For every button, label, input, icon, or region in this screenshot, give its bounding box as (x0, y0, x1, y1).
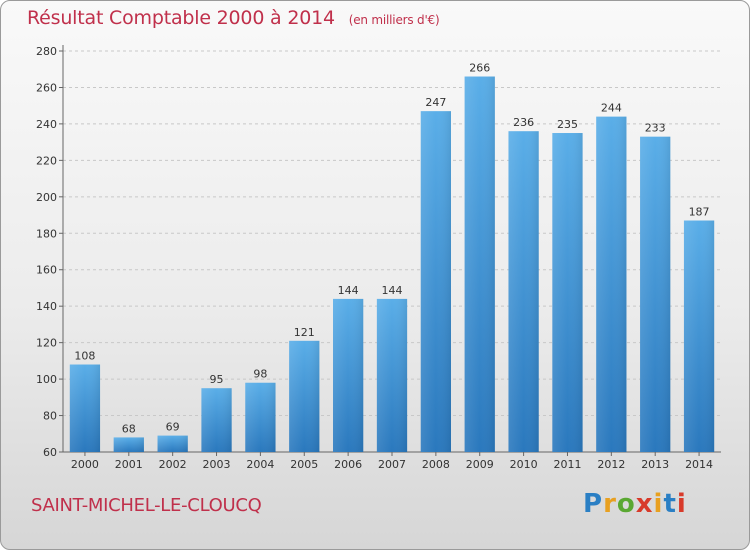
bar-value-label: 95 (210, 373, 224, 386)
x-tick-label: 2010 (510, 458, 538, 471)
x-tick-label: 2012 (597, 458, 625, 471)
bar-value-label: 144 (338, 284, 359, 297)
bar-shade (201, 388, 232, 452)
bar-shade (552, 133, 583, 453)
bar-shade (157, 435, 188, 452)
x-tick-label: 2003 (203, 458, 231, 471)
x-tick-label: 2007 (378, 458, 406, 471)
bar-shade (376, 298, 408, 452)
x-tick-label: 2008 (422, 458, 450, 471)
x-tick-label: 2006 (334, 458, 362, 471)
logo-letter: t (663, 489, 677, 519)
bar-value-label: 187 (689, 206, 710, 219)
bar-value-label: 233 (645, 122, 666, 135)
x-tick-label: 2013 (641, 458, 669, 471)
bar-value-label: 121 (294, 326, 315, 339)
y-tick-label: 260 (36, 81, 57, 94)
bar-shade (289, 340, 320, 452)
y-tick-label: 240 (36, 118, 57, 131)
bar-value-label: 266 (469, 62, 490, 75)
bar-shade (332, 298, 364, 452)
y-tick-label: 220 (36, 154, 57, 167)
logo-letter: i (653, 489, 664, 519)
bar-value-label: 108 (74, 350, 95, 363)
y-tick-label: 140 (36, 300, 57, 313)
x-tick-label: 2005 (290, 458, 318, 471)
proxiti-logo: Proxiti (583, 489, 687, 519)
bar-value-label: 247 (425, 96, 446, 109)
x-tick-label: 2000 (71, 458, 99, 471)
y-tick-label: 120 (36, 337, 57, 350)
bar-value-label: 235 (557, 118, 578, 131)
x-tick-labels: 2000 2001 2002 2003 2004 2005 2006 2007 2008 2009… (71, 452, 713, 471)
bar-value-label: 244 (601, 102, 622, 115)
y-tick-label: 160 (36, 264, 57, 277)
logo-letter: o (616, 489, 636, 519)
logo-letter: r (603, 489, 617, 519)
bar-shade (683, 220, 715, 452)
x-tick-label: 2011 (553, 458, 581, 471)
bar-shade (596, 116, 627, 453)
bars (69, 76, 715, 453)
y-tick-label: 60 (43, 446, 57, 459)
bar-shade (69, 364, 101, 452)
bar-value-label: 98 (253, 368, 267, 381)
bar-shade (508, 131, 539, 452)
y-tick-label: 80 (43, 410, 57, 423)
x-tick-label: 2014 (685, 458, 713, 471)
y-tick-label: 280 (36, 45, 57, 58)
x-tick-label: 2001 (115, 458, 143, 471)
chart-title: Résultat Comptable 2000 à 2014 (en milli… (27, 7, 440, 29)
x-tick-label: 2004 (246, 458, 274, 471)
bar-value-label: 144 (382, 284, 403, 297)
bar-shade (113, 437, 144, 452)
bar-value-label: 68 (122, 422, 136, 435)
bar-value-label: 69 (166, 421, 180, 434)
chart-unit: (en milliers d'€) (348, 13, 440, 27)
bar-shade (464, 76, 495, 452)
y-tick-label: 100 (36, 373, 57, 386)
logo-letter: i (676, 489, 687, 519)
x-tick-label: 2009 (466, 458, 494, 471)
logo-letter: P (583, 489, 604, 519)
value-labels: 108 68 69 95 98 121 144 144 247 266 236 235 244 233 18… (74, 62, 709, 436)
bar-shade (640, 136, 671, 452)
logo-letter: x (635, 489, 654, 519)
y-tick-label: 200 (36, 191, 57, 204)
bar-shade (245, 382, 276, 452)
chart-title-text: Résultat Comptable 2000 à 2014 (27, 7, 335, 29)
bar-value-label: 236 (513, 116, 534, 129)
town-name: SAINT-MICHEL-LE-CLOUCQ (31, 495, 262, 516)
y-tick-labels: 60 80 100 120 140 160 180 200 220 240 260 280 (36, 45, 57, 459)
x-tick-label: 2002 (159, 458, 187, 471)
bar-shade (420, 111, 452, 453)
y-tick-label: 180 (36, 227, 57, 240)
